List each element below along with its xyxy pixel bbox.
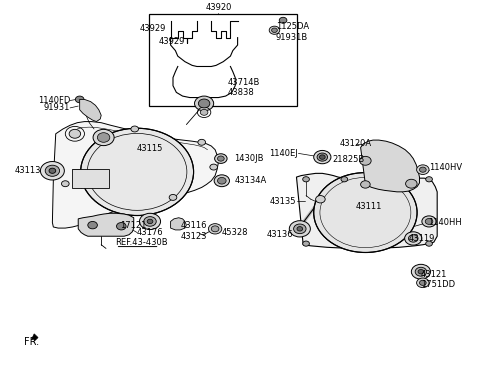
Text: 43115: 43115 (137, 144, 164, 153)
Text: 1430JB: 1430JB (234, 154, 264, 163)
Circle shape (341, 177, 348, 182)
Circle shape (208, 224, 222, 234)
Polygon shape (170, 218, 186, 230)
Circle shape (314, 150, 331, 164)
Polygon shape (31, 334, 38, 341)
Text: 1125DA: 1125DA (276, 22, 309, 31)
Polygon shape (78, 213, 134, 236)
Text: 17121: 17121 (120, 220, 147, 230)
Polygon shape (52, 122, 218, 228)
Text: 43176: 43176 (137, 228, 164, 237)
Circle shape (269, 26, 280, 34)
Circle shape (408, 235, 418, 242)
Circle shape (75, 96, 84, 103)
Circle shape (81, 128, 193, 216)
Polygon shape (297, 173, 437, 248)
Text: 43838: 43838 (228, 88, 255, 97)
Text: 43119: 43119 (408, 234, 435, 243)
Circle shape (215, 154, 227, 163)
Circle shape (198, 140, 205, 145)
Text: 43120A: 43120A (340, 139, 372, 148)
Circle shape (420, 280, 426, 285)
Text: 1140EJ: 1140EJ (269, 149, 298, 158)
Text: 43121: 43121 (421, 270, 447, 279)
Circle shape (131, 126, 139, 132)
Text: 43134A: 43134A (234, 176, 266, 185)
Text: 43714B: 43714B (228, 78, 261, 87)
Circle shape (294, 224, 306, 233)
Circle shape (144, 217, 156, 226)
Circle shape (214, 175, 229, 186)
Circle shape (320, 155, 325, 159)
Circle shape (217, 156, 224, 161)
Circle shape (420, 167, 426, 172)
Circle shape (314, 173, 417, 253)
Polygon shape (80, 99, 101, 122)
Circle shape (169, 194, 177, 200)
Circle shape (97, 133, 110, 142)
Circle shape (289, 221, 311, 237)
Circle shape (317, 153, 327, 161)
Circle shape (426, 177, 432, 182)
Text: 1140HH: 1140HH (428, 218, 461, 227)
Text: 43123: 43123 (180, 232, 207, 241)
Circle shape (316, 195, 325, 203)
Bar (149, 13, 298, 106)
Circle shape (405, 232, 422, 245)
Circle shape (49, 168, 56, 173)
Circle shape (93, 129, 114, 145)
Circle shape (297, 227, 303, 231)
Text: 1751DD: 1751DD (421, 280, 455, 289)
Circle shape (426, 241, 432, 246)
Circle shape (417, 278, 429, 288)
Text: 45328: 45328 (222, 228, 248, 237)
Circle shape (360, 181, 370, 188)
Circle shape (200, 109, 208, 115)
Circle shape (40, 162, 64, 180)
Text: 1140HV: 1140HV (429, 163, 462, 172)
Circle shape (198, 99, 210, 108)
Text: 91931: 91931 (44, 103, 70, 112)
Circle shape (210, 164, 217, 170)
Text: REF.43-430B: REF.43-430B (116, 238, 168, 247)
Circle shape (194, 96, 214, 111)
Circle shape (303, 241, 310, 246)
Circle shape (88, 222, 97, 229)
Bar (72, 169, 109, 188)
Circle shape (117, 223, 126, 230)
Circle shape (272, 28, 277, 32)
Text: 43136: 43136 (267, 230, 294, 239)
Circle shape (422, 216, 436, 227)
Circle shape (279, 17, 287, 23)
Text: 43116: 43116 (180, 220, 207, 230)
Circle shape (417, 165, 429, 175)
Text: 91931B: 91931B (276, 33, 308, 42)
Circle shape (217, 178, 226, 184)
Text: 43135: 43135 (270, 197, 297, 206)
Text: 43929: 43929 (158, 37, 185, 46)
Circle shape (360, 156, 371, 165)
Circle shape (418, 270, 424, 274)
Circle shape (147, 219, 153, 224)
Circle shape (415, 267, 427, 276)
Text: 1140FD: 1140FD (38, 96, 70, 105)
Text: 43111: 43111 (356, 202, 382, 211)
Circle shape (140, 213, 160, 229)
Text: 43113: 43113 (15, 166, 41, 175)
Circle shape (69, 129, 81, 138)
Circle shape (211, 226, 219, 232)
Circle shape (411, 264, 431, 279)
Circle shape (406, 179, 417, 188)
Text: 43920: 43920 (205, 3, 232, 12)
Polygon shape (360, 140, 420, 192)
Circle shape (45, 165, 60, 176)
Circle shape (425, 219, 433, 225)
Text: 43929: 43929 (140, 24, 166, 33)
Circle shape (61, 181, 69, 186)
Text: FR.: FR. (24, 337, 39, 347)
Circle shape (303, 177, 310, 182)
Text: 21825B: 21825B (332, 155, 364, 164)
